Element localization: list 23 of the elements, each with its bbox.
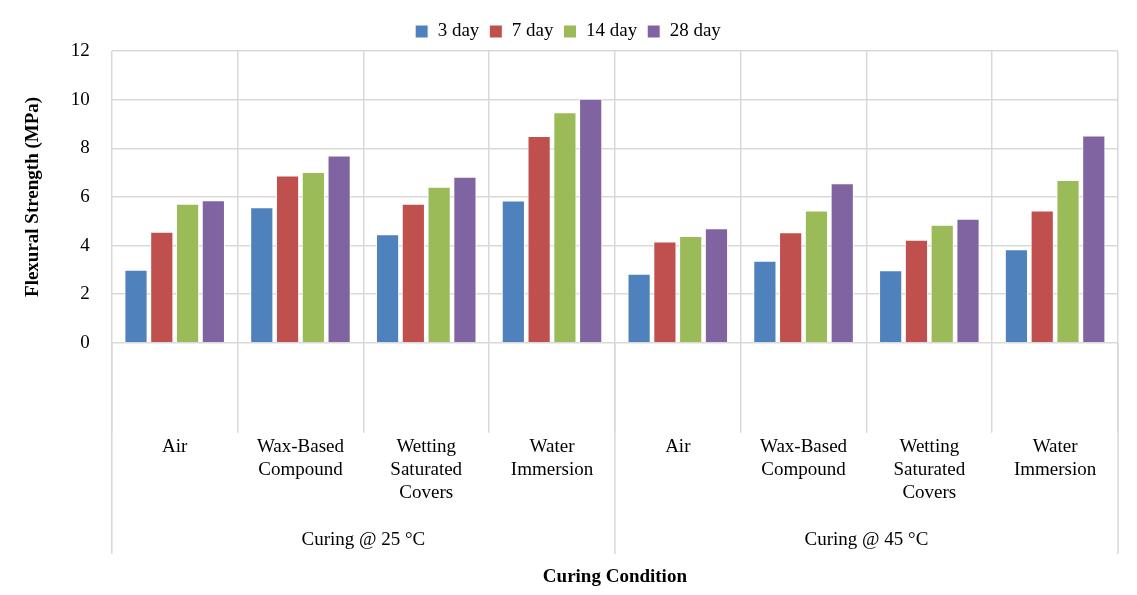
legend-label: 7 day <box>511 19 554 41</box>
y-tick-label: 12 <box>70 38 90 60</box>
y-tick-label: 6 <box>80 184 90 206</box>
x-tick-label: Wetting Saturated Covers <box>893 435 966 502</box>
x-tick-label: Wax-Based Compound <box>256 435 345 479</box>
y-axis-title: Flexural Strength (MPa) <box>21 96 44 297</box>
x-tick-label: Water Immersion <box>510 435 594 479</box>
y-tick-label: 2 <box>80 282 90 304</box>
y-tick-label: 10 <box>70 87 90 109</box>
x-axis-title: Curing Condition <box>542 564 688 586</box>
x-tick-label: Water Immersion <box>1013 435 1097 479</box>
legend-label: 3 day <box>437 19 480 41</box>
x-tick-label: Air <box>665 435 692 457</box>
y-tick-label: 8 <box>80 136 90 158</box>
text: Curing @ 25 °C <box>301 527 426 549</box>
y-tick-label: 0 <box>80 330 90 352</box>
text: Curing @ 45 °C <box>804 527 929 549</box>
legend-label: 14 day <box>586 19 638 41</box>
x-tick-label: Air <box>162 435 189 457</box>
legend-label: 28 day <box>669 19 722 41</box>
x-tick-label: Wetting Saturated Covers <box>390 435 463 502</box>
y-tick-label: 4 <box>80 233 91 255</box>
x-tick-label: Wax-Based Compound <box>760 435 848 479</box>
